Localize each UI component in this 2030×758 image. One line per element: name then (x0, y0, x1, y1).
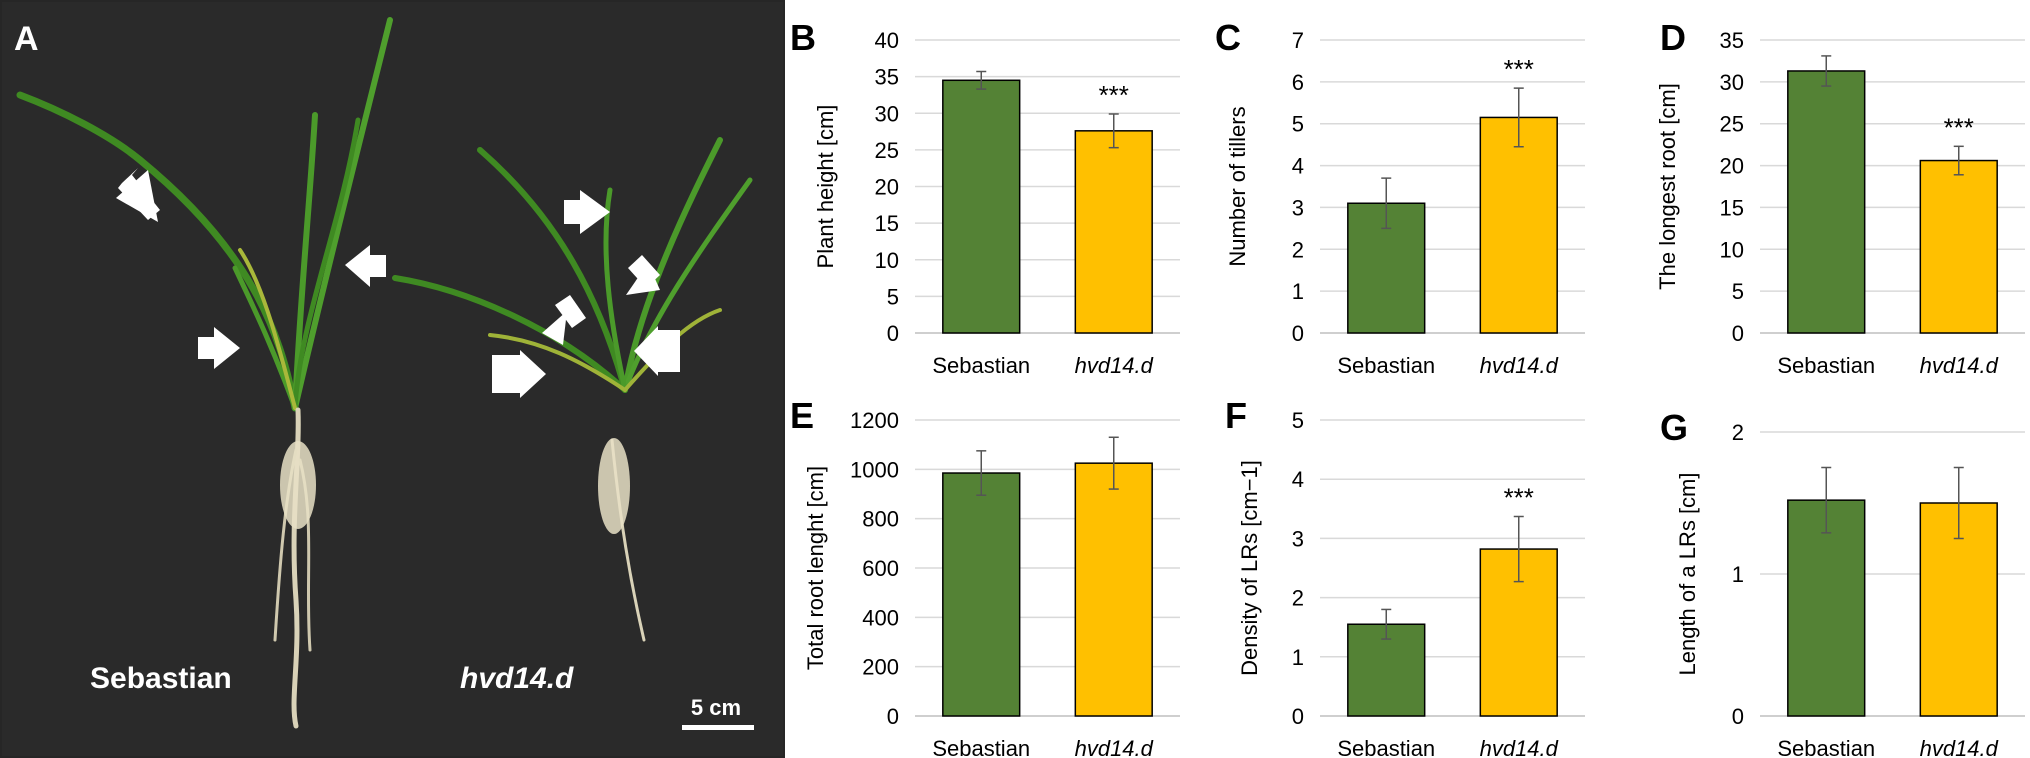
y-tick-label-b: 0 (887, 321, 899, 346)
x-tick-label-b: Sebastian (932, 353, 1030, 378)
scale-bar-label: 5 cm (691, 695, 741, 720)
y-tick-label-e: 400 (862, 605, 899, 630)
y-tick-label-b: 15 (875, 211, 899, 236)
y-tick-label-c: 2 (1292, 237, 1304, 262)
y-tick-label-g: 2 (1732, 420, 1744, 445)
bar-g-1 (1787, 499, 1866, 717)
y-tick-label-d: 5 (1732, 279, 1744, 304)
panel-letter-b: B (790, 17, 816, 58)
y-tick-label-c: 5 (1292, 112, 1304, 137)
y-tick-label-c: 1 (1292, 279, 1304, 304)
bar-d-2 (1919, 159, 1998, 334)
panel-letter-e: E (790, 395, 814, 436)
panel-letter-d: D (1660, 17, 1686, 58)
sebastian-root-mass (280, 441, 316, 529)
x-tick-label-b: hvd14.d (1075, 353, 1154, 378)
y-axis-label-g: Length of a LRs [cm] (1675, 473, 1700, 676)
y-tick-label-b: 30 (875, 101, 899, 126)
y-tick-label-e: 800 (862, 507, 899, 532)
panel-letter-a: A (14, 20, 39, 58)
y-tick-label-g: 0 (1732, 704, 1744, 729)
y-tick-label-b: 5 (887, 284, 899, 309)
y-tick-label-d: 15 (1720, 195, 1744, 220)
y-tick-label-c: 6 (1292, 70, 1304, 95)
y-tick-label-e: 1200 (850, 408, 899, 433)
significance-label-b: *** (1099, 80, 1129, 110)
y-tick-label-e: 200 (862, 655, 899, 680)
panel-letter-g: G (1660, 407, 1688, 448)
y-tick-label-f: 0 (1292, 704, 1304, 729)
bar-b-2 (1074, 130, 1153, 334)
arrow-icon (116, 168, 680, 398)
y-tick-label-f: 5 (1292, 408, 1304, 433)
y-tick-label-b: 10 (875, 248, 899, 273)
y-tick-label-d: 0 (1732, 321, 1744, 346)
x-tick-label-g: hvd14.d (1920, 736, 1999, 758)
x-tick-label-d: hvd14.d (1920, 353, 1999, 378)
panel-letter-c: C (1215, 17, 1241, 58)
y-tick-label-d: 25 (1720, 112, 1744, 137)
sebastian-plant (16, 17, 393, 729)
photo-surface (2, 2, 783, 756)
x-tick-label-e: hvd14.d (1075, 736, 1154, 758)
y-axis-label-b: Plant height [cm] (813, 105, 838, 269)
scale-bar-icon (682, 725, 754, 730)
x-tick-label-e: Sebastian (932, 736, 1030, 758)
hvd14d-root-mass (598, 438, 630, 534)
y-tick-label-b: 25 (875, 138, 899, 163)
y-tick-label-c: 0 (1292, 321, 1304, 346)
y-tick-label-c: 3 (1292, 195, 1304, 220)
x-tick-label-f: hvd14.d (1480, 736, 1559, 758)
photo-panel: A (0, 0, 785, 758)
y-tick-label-d: 35 (1720, 28, 1744, 53)
y-axis-label-d: The longest root [cm] (1655, 83, 1680, 290)
y-tick-label-f: 3 (1292, 526, 1304, 551)
y-tick-label-d: 20 (1720, 154, 1744, 179)
significance-label-d: *** (1944, 112, 1974, 142)
bar-e-1 (942, 472, 1021, 717)
bar-e-2 (1074, 462, 1153, 717)
x-tick-label-f: Sebastian (1337, 736, 1435, 758)
y-tick-label-f: 1 (1292, 645, 1304, 670)
y-tick-label-c: 7 (1292, 28, 1304, 53)
y-tick-label-c: 4 (1292, 154, 1304, 179)
x-tick-label-d: Sebastian (1777, 353, 1875, 378)
bar-d-1 (1787, 70, 1866, 334)
y-tick-label-b: 20 (875, 175, 899, 200)
x-tick-label-c: Sebastian (1337, 353, 1435, 378)
y-tick-label-b: 40 (875, 28, 899, 53)
bar-c-2 (1479, 116, 1558, 334)
photo-label-sebastian: Sebastian (90, 662, 232, 695)
y-tick-label-f: 4 (1292, 467, 1304, 492)
y-axis-label-c: Number of tillers (1225, 106, 1250, 266)
photo-label-hvd14d: hvd14.d (460, 662, 574, 695)
y-tick-label-d: 30 (1720, 70, 1744, 95)
y-axis-label-e: Total root lenght [cm] (803, 466, 828, 670)
y-tick-label-e: 1000 (850, 457, 899, 482)
y-tick-label-d: 10 (1720, 237, 1744, 262)
bar-b-1 (942, 79, 1021, 334)
y-tick-label-e: 0 (887, 704, 899, 729)
significance-label-c: *** (1504, 54, 1534, 84)
x-tick-label-c: hvd14.d (1480, 353, 1559, 378)
y-tick-label-b: 35 (875, 65, 899, 90)
panel-letter-f: F (1225, 395, 1247, 436)
x-tick-label-g: Sebastian (1777, 736, 1875, 758)
bar-f-1 (1347, 623, 1426, 717)
y-tick-label-f: 2 (1292, 586, 1304, 611)
significance-label-f: *** (1504, 482, 1534, 512)
y-axis-label-f: Density of LRs [cm−1] (1237, 460, 1262, 676)
y-tick-label-g: 1 (1732, 562, 1744, 587)
y-tick-label-e: 600 (862, 556, 899, 581)
